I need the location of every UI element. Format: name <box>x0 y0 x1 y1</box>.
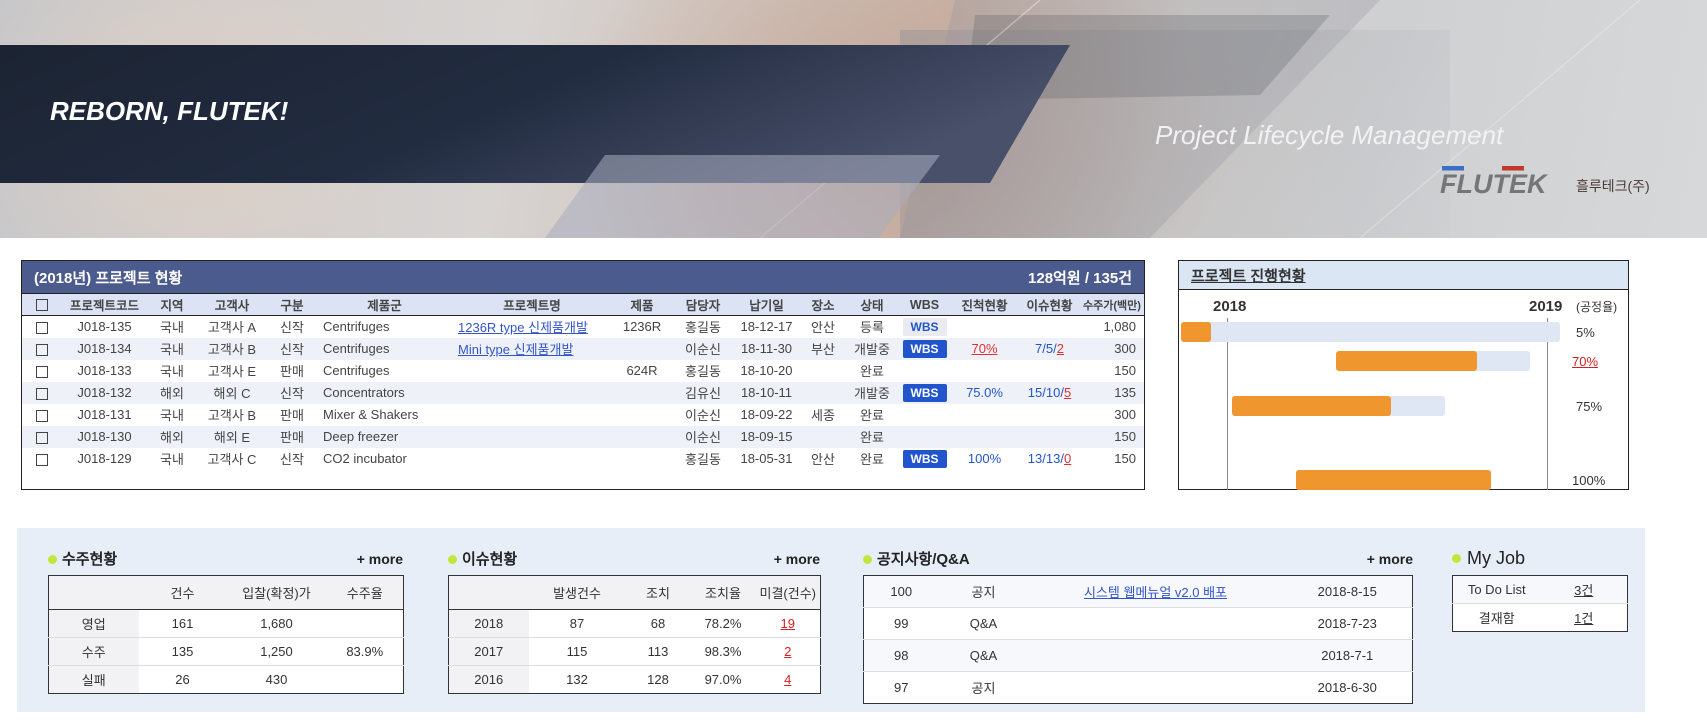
svg-text:흘루테크(주): 흘루테크(주) <box>1576 178 1650 194</box>
svg-text:FLUTEK: FLUTEK <box>1440 169 1549 199</box>
